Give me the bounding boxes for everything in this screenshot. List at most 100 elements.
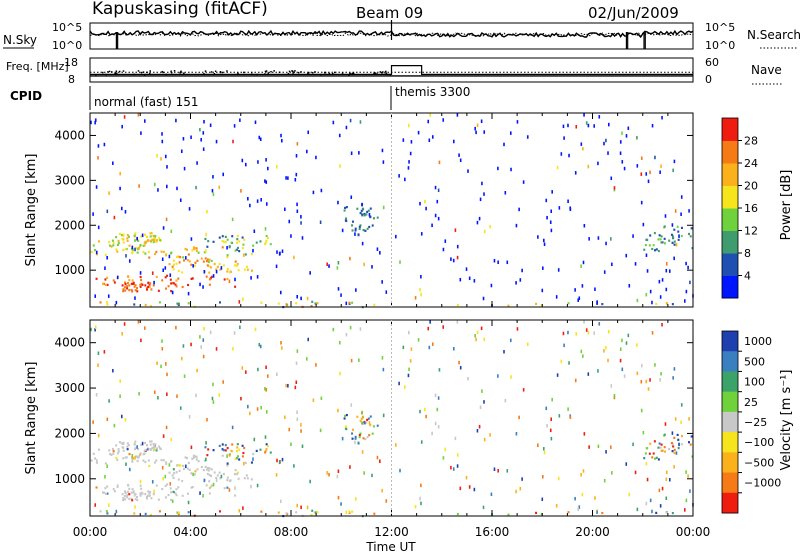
velocity-cell xyxy=(176,394,178,398)
velocity-cell xyxy=(106,512,109,515)
velocity-cell xyxy=(296,349,299,353)
freq-scatter-dot xyxy=(173,70,176,72)
power-cell xyxy=(442,247,445,252)
velocity-cell xyxy=(221,454,224,457)
freq-scatter-dot xyxy=(288,70,291,73)
power-cell xyxy=(109,244,112,247)
velocity-cell xyxy=(409,359,412,363)
velocity-cell xyxy=(233,331,236,335)
velocity-cell xyxy=(597,369,599,373)
velocity-cell xyxy=(689,489,691,493)
velocity-cell xyxy=(382,413,385,418)
velocity-cell xyxy=(537,443,539,448)
velocity-cell xyxy=(264,435,267,439)
velocity-cell xyxy=(659,504,662,508)
colorbar-tick-label: 500 xyxy=(744,355,765,368)
velocity-cell xyxy=(658,488,661,493)
power-cell xyxy=(124,210,127,214)
power-cell xyxy=(688,209,690,213)
power-cell xyxy=(218,185,221,190)
velocity-cell xyxy=(210,484,213,487)
velocity-cell xyxy=(210,468,213,471)
velocity-cell xyxy=(149,443,152,446)
velocity-cell xyxy=(359,420,362,423)
power-cell xyxy=(94,120,96,125)
velocity-cell xyxy=(434,421,437,426)
power-cell xyxy=(355,288,357,292)
velocity-cell xyxy=(112,452,115,455)
velocity-cell xyxy=(144,441,147,445)
power-cell xyxy=(276,165,278,169)
power-cell xyxy=(245,265,248,268)
velocity-cell xyxy=(190,342,192,347)
power-cell xyxy=(195,247,198,250)
velocity-cell xyxy=(625,341,628,345)
velocity-cell xyxy=(515,431,518,436)
power-cell xyxy=(228,246,231,249)
freq-scatter-dot xyxy=(204,70,207,72)
velocity-cell xyxy=(97,448,100,451)
velocity-cell xyxy=(206,472,209,476)
velocity-cell xyxy=(658,442,661,445)
velocity-cell xyxy=(164,362,167,366)
velocity-cell xyxy=(208,480,211,483)
power-cell xyxy=(97,144,100,148)
velocity-cell xyxy=(169,487,172,490)
power-cell xyxy=(204,257,207,260)
velocity-cell xyxy=(610,445,612,449)
power-cell xyxy=(671,303,674,306)
power-cell xyxy=(549,220,552,224)
power-cell xyxy=(640,200,643,205)
velocity-cell xyxy=(653,440,656,443)
velocity-cell xyxy=(124,491,127,495)
velocity-cell xyxy=(146,448,149,451)
colorbar-tick-label: −100 xyxy=(744,436,774,449)
power-cell xyxy=(140,278,143,282)
velocity-cell xyxy=(519,486,522,491)
power-cell xyxy=(169,278,172,281)
velocity-cell xyxy=(144,449,147,452)
power-cell xyxy=(110,245,113,248)
power-cell xyxy=(678,234,680,238)
power-cell xyxy=(483,130,486,134)
velocity-cell xyxy=(685,498,688,503)
velocity-cell xyxy=(654,457,657,460)
velocity-cell xyxy=(285,383,287,388)
cpid-segment-1: normal (fast) 151 xyxy=(94,95,198,109)
velocity-cell xyxy=(221,443,224,446)
velocity-cell xyxy=(125,456,128,459)
velocity-cell xyxy=(116,484,119,488)
velocity-cell xyxy=(459,365,462,370)
power-cell xyxy=(339,164,341,168)
velocity-cell xyxy=(207,469,210,472)
power-cell xyxy=(181,271,184,274)
velocity-cell xyxy=(238,458,241,461)
frequency-traces xyxy=(90,64,693,77)
power-cell xyxy=(660,241,663,244)
velocity-cell xyxy=(680,403,683,407)
velocity-cell xyxy=(358,358,360,362)
velocity-cell xyxy=(507,513,510,516)
velocity-cell xyxy=(284,415,286,420)
power-cell xyxy=(642,222,645,227)
power-cell xyxy=(382,205,385,210)
velocity-cell xyxy=(137,455,140,458)
velocity-cell xyxy=(349,465,351,469)
power-cell xyxy=(219,301,222,304)
power-cell xyxy=(132,282,135,286)
power-cell xyxy=(577,298,580,302)
power-cell xyxy=(644,243,647,247)
colorbar-swatch xyxy=(722,208,738,231)
velocity-cell xyxy=(267,374,269,378)
power-cell xyxy=(594,287,596,291)
power-cell xyxy=(162,250,165,253)
nsky-label: N.Sky xyxy=(3,33,37,47)
velocity-cell xyxy=(351,432,354,435)
power-cell xyxy=(672,168,674,173)
power-cell xyxy=(285,303,288,306)
power-cell xyxy=(284,207,286,212)
power-cell xyxy=(186,248,189,251)
power-cell xyxy=(146,240,149,243)
velocity-cell xyxy=(95,459,98,463)
